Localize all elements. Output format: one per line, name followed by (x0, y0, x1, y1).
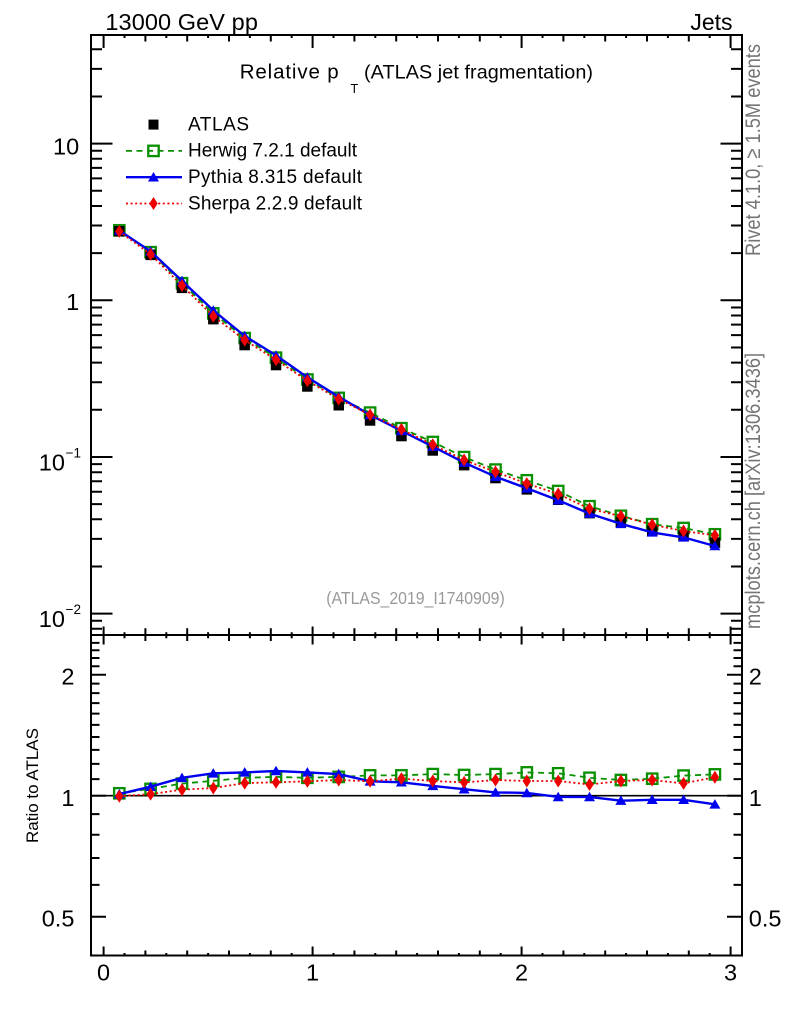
svg-text:(ATLAS jet fragmentation): (ATLAS jet fragmentation) (364, 62, 593, 84)
svg-text:(ATLAS_2019_I1740909): (ATLAS_2019_I1740909) (326, 588, 505, 608)
svg-text:T: T (351, 82, 359, 96)
svg-text:3: 3 (724, 959, 737, 985)
svg-text:0.5: 0.5 (749, 906, 782, 932)
svg-text:2: 2 (515, 959, 528, 985)
svg-text:Rivet 4.1.0, ≥ 1.5M events: Rivet 4.1.0, ≥ 1.5M events (742, 44, 766, 256)
svg-text:−1: −1 (66, 446, 81, 461)
svg-text:−2: −2 (66, 602, 81, 617)
svg-text:Relative p: Relative p (240, 61, 339, 84)
svg-text:10: 10 (53, 133, 79, 159)
svg-text:mcplots.cern.ch [arXiv:1306.34: mcplots.cern.ch [arXiv:1306.3436] (742, 353, 766, 629)
svg-text:13000 GeV pp: 13000 GeV pp (105, 9, 258, 35)
svg-text:1: 1 (66, 289, 79, 315)
svg-text:2: 2 (749, 663, 762, 689)
svg-text:ATLAS: ATLAS (188, 114, 249, 135)
svg-text:0: 0 (97, 959, 110, 985)
svg-text:0.5: 0.5 (42, 906, 75, 932)
svg-text:10: 10 (39, 606, 65, 632)
svg-text:1: 1 (306, 959, 319, 985)
svg-text:1: 1 (61, 785, 74, 811)
svg-text:10: 10 (39, 449, 65, 475)
svg-text:2: 2 (61, 663, 74, 689)
svg-text:Herwig 7.2.1 default: Herwig 7.2.1 default (188, 141, 358, 162)
svg-text:Sherpa 2.2.9 default: Sherpa 2.2.9 default (188, 193, 363, 214)
svg-text:1: 1 (749, 785, 762, 811)
svg-text:Pythia 8.315 default: Pythia 8.315 default (188, 167, 363, 188)
svg-text:Ratio to ATLAS: Ratio to ATLAS (23, 728, 42, 843)
svg-text:Jets: Jets (690, 9, 732, 35)
